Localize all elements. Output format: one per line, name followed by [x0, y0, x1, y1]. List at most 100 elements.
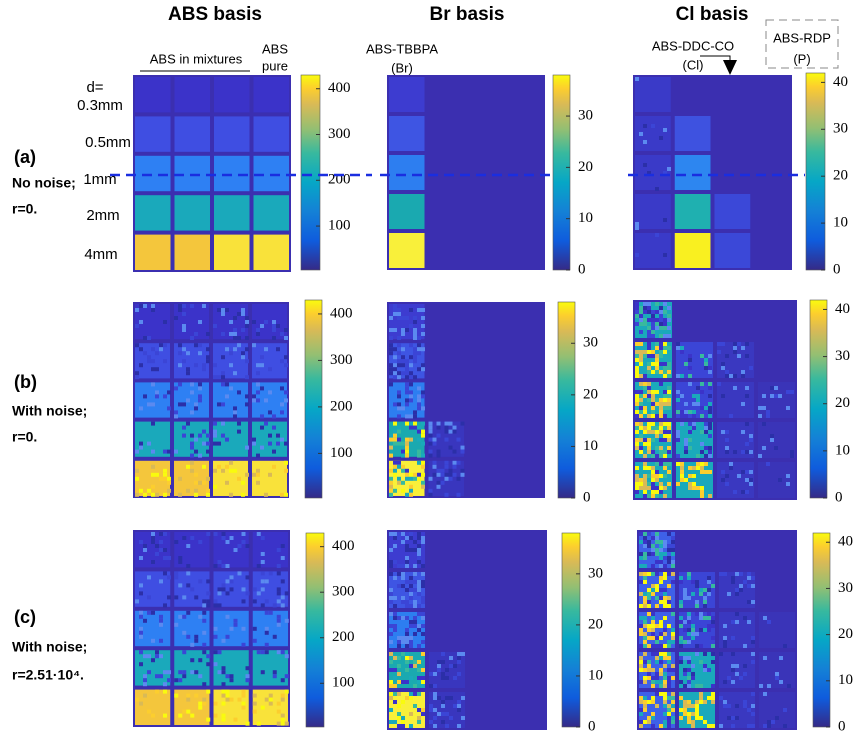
noise-pixel	[651, 394, 655, 398]
noise-pixel	[163, 682, 167, 687]
noise-pixel	[635, 222, 639, 226]
noise-pixel	[178, 670, 183, 675]
noise-pixel	[696, 394, 700, 398]
noise-pixel	[436, 468, 441, 473]
noise-pixel	[651, 482, 655, 486]
noise-pixel	[264, 398, 268, 403]
noise-pixel	[655, 494, 659, 498]
noise-pixel	[147, 402, 151, 407]
noise-pixel	[687, 716, 691, 720]
noise-pixel	[421, 596, 425, 600]
noise-pixel	[643, 302, 647, 306]
sample-square	[135, 382, 170, 418]
noise-pixel	[762, 446, 766, 450]
noise-pixel	[241, 351, 245, 356]
noise-pixel	[659, 560, 663, 564]
noise-pixel	[643, 386, 647, 390]
noise-pixel	[639, 712, 643, 716]
noise-pixel	[691, 628, 695, 632]
noise-pixel	[393, 312, 397, 316]
noise-pixel	[679, 624, 683, 628]
noise-pixel	[233, 332, 237, 336]
noise-pixel	[767, 620, 771, 624]
noise-pixel	[272, 425, 276, 430]
noise-pixel	[639, 592, 643, 596]
noise-pixel	[711, 644, 715, 648]
noise-pixel	[691, 664, 695, 668]
noise-pixel	[655, 414, 659, 418]
noise-pixel	[639, 720, 643, 724]
noise-pixel	[647, 350, 651, 354]
noise-pixel	[417, 394, 421, 399]
noise-pixel	[421, 460, 425, 465]
noise-pixel	[635, 358, 639, 362]
thickness-label: d=	[86, 79, 103, 96]
noise-pixel	[252, 343, 256, 348]
noise-pixel	[264, 630, 269, 635]
noise-pixel	[651, 334, 655, 338]
noise-pixel	[397, 441, 401, 446]
noise-pixel	[659, 438, 663, 442]
thickness-value: 1mm	[83, 171, 116, 188]
noise-pixel	[421, 390, 425, 395]
noise-pixel	[676, 342, 680, 346]
noise-pixel	[790, 454, 794, 458]
noise-pixel	[635, 434, 639, 438]
noise-pixel	[139, 662, 143, 667]
noise-pixel	[647, 494, 651, 498]
colorbar-tick-label: 200	[330, 398, 353, 414]
noise-pixel	[284, 336, 288, 340]
noise-pixel	[783, 708, 787, 712]
noise-pixel	[397, 371, 401, 376]
noise-pixel	[389, 371, 393, 376]
noise-pixel	[182, 674, 187, 679]
noise-pixel	[389, 640, 393, 644]
noise-pixel	[767, 720, 771, 724]
noise-pixel	[436, 425, 441, 430]
noise-pixel	[688, 482, 692, 486]
noise-pixel	[393, 604, 397, 608]
noise-pixel	[751, 692, 755, 696]
noise-pixel	[723, 640, 727, 644]
noise-pixel	[276, 571, 281, 576]
noise-pixel	[667, 720, 671, 724]
noise-pixel	[178, 308, 182, 312]
noise-pixel	[280, 332, 284, 336]
noise-pixel	[745, 442, 749, 446]
noise-pixel	[256, 382, 260, 387]
colorbar-tick-label: 0	[578, 261, 586, 277]
noise-pixel	[695, 584, 699, 588]
noise-pixel	[635, 326, 639, 330]
noise-pixel	[245, 445, 249, 450]
noise-pixel	[421, 453, 425, 458]
noise-pixel	[444, 460, 449, 465]
noise-pixel	[252, 599, 257, 604]
noise-pixel	[655, 552, 659, 556]
noise-pixel	[405, 441, 409, 446]
noise-pixel	[213, 532, 218, 536]
noise-pixel	[405, 696, 409, 700]
colorbar-tick-label: 0	[833, 261, 841, 277]
noise-pixel	[413, 540, 417, 544]
noise-pixel	[276, 441, 280, 446]
noise-pixel	[691, 712, 695, 716]
noise-pixel	[695, 632, 699, 636]
noise-pixel	[680, 374, 684, 378]
noise-pixel	[405, 660, 409, 664]
noise-pixel	[397, 316, 401, 320]
noise-pixel	[241, 599, 246, 604]
noise-pixel	[194, 472, 198, 477]
noise-pixel	[182, 630, 187, 635]
noise-pixel	[139, 540, 143, 544]
noise-pixel	[659, 414, 663, 418]
noise-pixel	[151, 359, 155, 364]
sample-square	[758, 462, 795, 498]
noise-pixel	[687, 596, 691, 600]
noise-pixel	[245, 678, 250, 683]
noise-pixel	[182, 670, 187, 675]
noise-pixel	[252, 398, 256, 403]
sample-square	[214, 77, 250, 113]
noise-pixel	[667, 318, 671, 322]
noise-pixel	[221, 382, 225, 387]
noise-pixel	[692, 466, 696, 470]
